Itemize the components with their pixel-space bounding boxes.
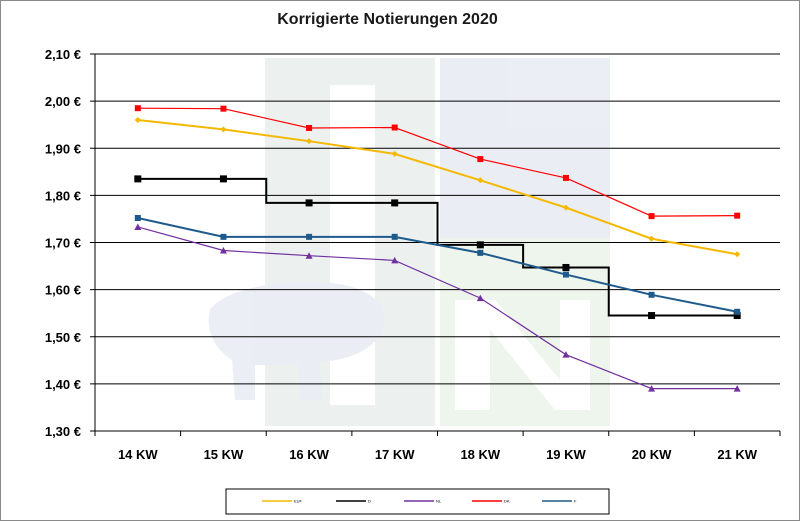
data-point	[306, 233, 313, 240]
series-line	[137, 107, 738, 217]
y-tick-label: 2,10 €	[45, 47, 81, 62]
x-tick-label: 19 KW	[546, 447, 586, 462]
series-nl	[134, 223, 741, 392]
data-point	[476, 241, 484, 249]
x-tick-label: 21 KW	[717, 447, 757, 462]
data-point	[305, 252, 313, 259]
legend-label: EUF	[294, 499, 303, 504]
data-point	[134, 116, 141, 123]
data-point	[734, 251, 741, 258]
x-tick-label: 15 KW	[204, 447, 244, 462]
x-tick-label: 16 KW	[289, 447, 329, 462]
data-point	[306, 124, 313, 131]
data-point	[477, 249, 484, 256]
data-point	[305, 199, 313, 207]
data-point	[134, 105, 141, 112]
data-point	[562, 204, 569, 211]
data-point	[391, 150, 398, 157]
data-point	[220, 105, 227, 112]
data-point	[220, 233, 227, 240]
legend: EUF D NL DK F	[225, 488, 610, 515]
y-axis-ticks: 1,30 € 1,40 € 1,50 € 1,60 € 1,70 € 1,80 € 1,90…	[45, 47, 95, 439]
y-tick-label: 1,60 €	[45, 283, 81, 298]
data-point	[134, 175, 142, 183]
data-point	[733, 312, 741, 320]
x-tick-label: 14 KW	[118, 447, 158, 462]
legend-label: NL	[436, 499, 442, 504]
data-point	[648, 385, 656, 392]
series-line	[137, 217, 738, 313]
data-point	[562, 263, 570, 271]
data-point	[648, 235, 655, 242]
data-point	[391, 199, 399, 207]
y-tick-label: 2,00 €	[45, 94, 81, 109]
data-point	[391, 256, 399, 264]
data-point	[134, 223, 142, 230]
series-line	[137, 118, 738, 256]
series-lines	[134, 105, 741, 392]
series-euf	[134, 116, 741, 258]
data-point	[477, 156, 484, 163]
x-tick-label: 20 KW	[632, 447, 672, 462]
data-point	[562, 351, 570, 358]
data-point	[306, 138, 313, 145]
x-axis-ticks: 14 KW 15 KW 16 KW 17 KW 18 KW 19 KW 20 KW 21 KW	[94, 431, 781, 462]
data-point	[648, 213, 655, 220]
y-tick-label: 1,90 €	[45, 141, 81, 156]
data-point	[734, 212, 741, 219]
series-dk	[134, 105, 741, 220]
data-point	[391, 233, 398, 240]
data-point	[219, 175, 227, 183]
chart-title: Korrigierte Notierungen 2020	[277, 11, 498, 28]
y-tick-label: 1,80 €	[45, 188, 81, 203]
series-line	[137, 226, 738, 390]
data-point	[734, 308, 741, 315]
legend-label: DK	[504, 499, 510, 504]
legend-label: F	[574, 499, 577, 504]
x-tick-label: 17 KW	[375, 447, 415, 462]
y-tick-label: 1,40 €	[45, 377, 81, 392]
data-point	[219, 247, 227, 254]
data-point	[220, 126, 227, 133]
y-tick-label: 1,30 €	[45, 424, 81, 439]
data-point	[477, 177, 484, 184]
y-tick-label: 1,70 €	[45, 236, 81, 251]
series-line	[137, 177, 738, 317]
data-point	[391, 124, 398, 131]
y-tick-label: 1,50 €	[45, 330, 81, 345]
x-tick-label: 18 KW	[460, 447, 500, 462]
legend-label: D	[368, 499, 371, 504]
data-point	[733, 385, 741, 392]
data-point	[476, 294, 484, 302]
data-point	[562, 174, 569, 181]
data-point	[648, 291, 655, 298]
series-f	[134, 214, 741, 315]
data-point	[562, 271, 569, 278]
data-point	[134, 214, 141, 221]
data-point	[648, 312, 656, 320]
